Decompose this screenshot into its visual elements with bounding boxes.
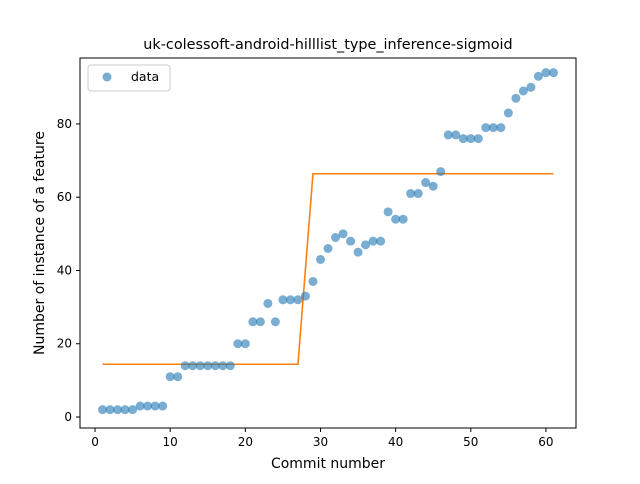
legend-box	[87, 64, 171, 92]
data-point	[533, 71, 543, 81]
data-point	[233, 339, 243, 349]
data-point	[383, 207, 393, 217]
data-point	[135, 401, 145, 411]
x-tick-label: 10	[163, 435, 178, 449]
x-axis-label: Commit number	[271, 456, 385, 472]
x-tick-label: 30	[313, 435, 328, 449]
data-point	[428, 181, 438, 191]
data-point	[473, 134, 483, 144]
data-point	[496, 123, 506, 133]
legend: data	[87, 64, 171, 92]
data-point	[481, 123, 491, 133]
data-point	[541, 68, 551, 78]
data-point	[248, 317, 258, 327]
data-point	[308, 276, 318, 286]
data-point	[188, 361, 198, 371]
data-point	[218, 361, 228, 371]
x-tick-label: 40	[388, 435, 403, 449]
y-axis: 0 20 40 60 80	[57, 117, 80, 424]
fit-line	[102, 172, 554, 366]
data-point	[98, 405, 108, 415]
data-point	[263, 298, 273, 308]
data-point	[368, 236, 378, 246]
fit-line-layer	[102, 172, 554, 366]
data-point	[398, 214, 408, 224]
legend-marker	[102, 72, 112, 82]
y-tick-label: 20	[57, 337, 72, 351]
data-point	[150, 401, 160, 411]
data-point	[195, 361, 205, 371]
data-point	[255, 317, 265, 327]
y-tick-label: 40	[57, 263, 72, 277]
data-point	[285, 295, 295, 305]
x-tick-label: 60	[538, 435, 553, 449]
data-point	[458, 134, 468, 144]
data-point	[391, 214, 401, 224]
data-point	[105, 405, 115, 415]
data-point	[436, 167, 446, 177]
data-point	[300, 291, 310, 301]
data-point	[180, 361, 190, 371]
x-axis: 0 10 20 30 40 50 60	[91, 428, 554, 449]
data-point	[361, 240, 371, 250]
data-point	[421, 178, 431, 188]
data-point	[270, 317, 280, 327]
data-point	[331, 233, 341, 243]
data-point	[278, 295, 288, 305]
data-point	[128, 405, 138, 415]
data-points	[98, 68, 558, 415]
y-tick-label: 60	[57, 190, 72, 204]
data-point	[225, 361, 235, 371]
legend-label: data	[131, 69, 159, 84]
data-point	[338, 229, 348, 239]
data-point	[511, 93, 521, 103]
data-point	[526, 82, 536, 92]
data-point	[293, 295, 303, 305]
data-point	[376, 236, 386, 246]
x-tick-label: 20	[238, 435, 253, 449]
data-point	[443, 130, 453, 140]
data-point	[548, 68, 558, 78]
x-tick-label: 0	[91, 435, 99, 449]
data-point	[113, 405, 123, 415]
data-point	[315, 254, 325, 264]
data-point	[240, 339, 250, 349]
y-axis-label: Number of instance of a feature	[32, 131, 48, 355]
data-point	[353, 247, 363, 257]
data-point	[488, 123, 498, 133]
data-point	[165, 372, 175, 382]
plot-frame	[79, 57, 577, 429]
data-point	[406, 189, 416, 199]
data-point	[203, 361, 213, 371]
data-point	[323, 243, 333, 253]
data-point	[451, 130, 461, 140]
x-tick-label: 50	[463, 435, 478, 449]
data-point	[518, 86, 528, 96]
data-point	[120, 405, 130, 415]
y-tick-label: 0	[64, 410, 72, 424]
data-point	[346, 236, 356, 246]
data-point	[158, 401, 168, 411]
chart-title: uk-colessoft-android-hilllist_type_infer…	[143, 37, 512, 53]
y-tick-label: 80	[57, 117, 72, 131]
data-point	[466, 134, 476, 144]
data-point	[503, 108, 513, 118]
data-point	[413, 189, 423, 199]
data-point	[143, 401, 153, 411]
data-point	[173, 372, 183, 382]
data-point	[210, 361, 220, 371]
